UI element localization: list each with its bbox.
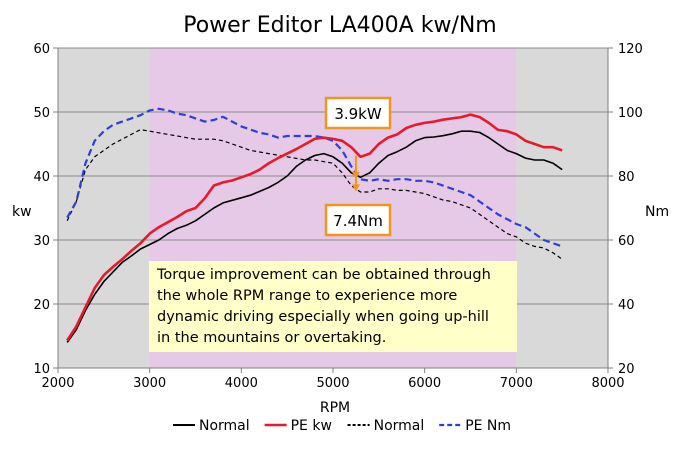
x-axis-label: RPM xyxy=(320,400,350,416)
annotation-nm-box xyxy=(324,203,392,237)
note-box-background xyxy=(149,261,517,352)
note-line-2: the whole RPM range to experience more xyxy=(157,288,457,304)
y-axis-left-label: kw xyxy=(12,204,32,220)
x-tick-label: 7000 xyxy=(500,376,533,391)
legend-label-3: PE Nm xyxy=(465,418,511,434)
note-line-1: Torque improvement can be obtained throu… xyxy=(156,267,491,283)
y-right-tick-label: 100 xyxy=(618,106,643,121)
series-line-pe-nm-right xyxy=(66,107,563,248)
note-line-3: dynamic driving especially when going up… xyxy=(157,309,489,325)
y-axis-right-label: Nm xyxy=(645,204,669,220)
x-tick-label: 8000 xyxy=(591,376,624,391)
chart-title: Power Editor LA400A kw/Nm xyxy=(183,13,497,38)
note-box: Torque improvement can be obtained throu… xyxy=(149,261,517,352)
annotation-kw-label: 3.9kW xyxy=(334,105,382,123)
y-left-tick-label: 50 xyxy=(33,106,50,121)
y-right-tick-label: 80 xyxy=(618,170,635,185)
series-layer xyxy=(66,107,563,343)
legend: Normal PE kw Normal PE Nm xyxy=(173,418,511,434)
series-line-normal-left xyxy=(66,130,563,343)
x-tick-label: 5000 xyxy=(316,376,349,391)
axes: 2000 3000 4000 5000 6000 7000 8000 10 20 30 40 50 60… xyxy=(33,42,642,391)
y-left-tick-label: 40 xyxy=(33,170,50,185)
x-tick-label: 4000 xyxy=(225,376,258,391)
x-tick-label: 2000 xyxy=(41,376,74,391)
annotation-kw-box xyxy=(324,96,392,130)
y-right-tick-label: 60 xyxy=(618,234,635,249)
x-tick-label: 3000 xyxy=(133,376,166,391)
y-right-tick-label: 40 xyxy=(618,298,635,313)
series-line-normal-right xyxy=(66,129,563,260)
y-right-tick-label: 120 xyxy=(618,42,643,57)
note-line-4: in the mountains or overtaking. xyxy=(157,330,386,346)
annotation-nm: 7.4Nm xyxy=(324,203,392,237)
annotation-kw: 3.9kW xyxy=(324,96,392,130)
y-left-tick-label: 30 xyxy=(33,234,50,249)
legend-label-2: Normal xyxy=(374,418,425,434)
y-left-tick-label: 60 xyxy=(33,42,50,57)
x-tick-label: 6000 xyxy=(408,376,441,391)
y-left-tick-label: 10 xyxy=(33,362,50,377)
series-line-pe-kw-left xyxy=(66,113,563,342)
legend-label-1: PE kw xyxy=(291,418,332,434)
nm-arrow-head xyxy=(351,184,360,192)
annotation-nm-label: 7.4Nm xyxy=(333,212,383,230)
y-right-tick-label: 20 xyxy=(618,362,635,377)
annotation-arrows xyxy=(351,155,360,192)
legend-label-0: Normal xyxy=(199,418,250,434)
y-left-tick-label: 20 xyxy=(33,298,50,313)
